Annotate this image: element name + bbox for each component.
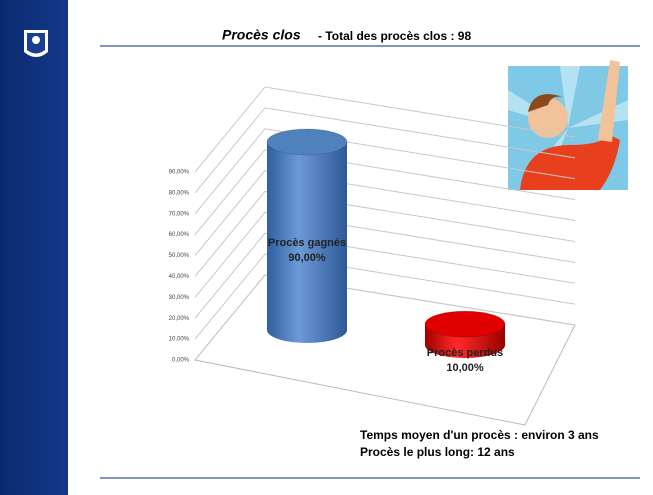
grid-line (194, 86, 576, 173)
cylinder (424, 310, 506, 358)
data-label-category: Procès gagnés (268, 237, 346, 249)
chart-title: Procès clos (222, 27, 301, 43)
y-tick-label: 40,00% (169, 274, 190, 280)
grid-line (194, 253, 576, 340)
data-label-value: 90,00% (288, 252, 326, 264)
y-tick-label: 90,00% (169, 170, 190, 176)
note: Procès le plus long: 12 ans (360, 445, 515, 459)
grid-line (194, 190, 576, 277)
cylinder-top (266, 128, 348, 156)
grid-line (194, 232, 576, 319)
y-tick-label: 60,00% (169, 232, 190, 238)
y-tick-label: 0,00% (172, 358, 190, 364)
chart-title-suffix: - Total des procès clos : 98 (318, 29, 471, 43)
cylinder-top (424, 310, 506, 338)
note: Temps moyen d'un procès : environ 3 ans (360, 428, 599, 442)
grid-line (194, 128, 576, 215)
y-tick-label: 80,00% (169, 190, 190, 196)
y-tick-label: 20,00% (169, 316, 190, 322)
data-label-category: Procès perdus (427, 347, 503, 359)
grid-line (194, 211, 576, 298)
sidebar (0, 0, 68, 495)
cylinder-body (267, 142, 347, 343)
y-tick-label: 10,00% (169, 337, 190, 343)
chart: 0,00% 10,00% 20,00% 30,00% 40,00% 50,00% 60,00… (169, 86, 576, 426)
grid-line (194, 107, 576, 194)
grid-line (194, 274, 576, 361)
logo (24, 30, 48, 57)
data-label-value: 10,00% (446, 362, 484, 374)
y-tick-label: 30,00% (169, 295, 190, 301)
illustration (508, 60, 628, 190)
y-tick-label: 50,00% (169, 253, 190, 259)
grid-line (194, 149, 576, 235)
grid-line (194, 170, 576, 256)
y-tick-label: 70,00% (169, 211, 190, 217)
cylinder (266, 128, 348, 343)
